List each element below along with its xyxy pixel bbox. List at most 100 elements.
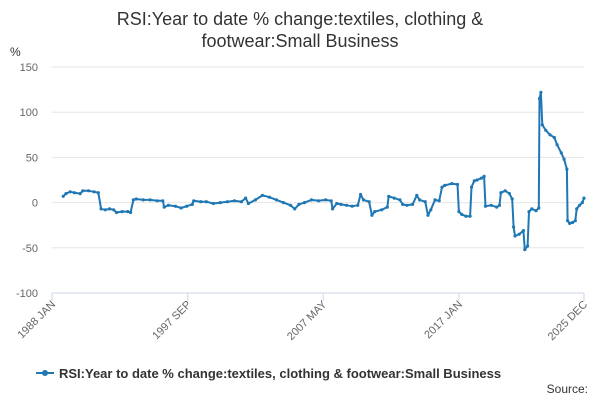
legend-label: RSI:Year to date % change:textiles, clot… xyxy=(59,366,501,381)
data-point xyxy=(331,207,335,211)
data-point xyxy=(244,196,248,200)
data-point xyxy=(192,199,196,203)
data-point xyxy=(141,198,145,202)
data-point xyxy=(443,183,447,187)
data-point xyxy=(114,210,119,215)
data-point xyxy=(469,185,474,189)
y-tick-label: 0 xyxy=(32,198,38,210)
data-point xyxy=(103,208,107,212)
legend[interactable]: RSI:Year to date % change:textiles, clot… xyxy=(36,366,501,381)
data-point xyxy=(544,128,548,132)
data-point xyxy=(570,220,575,225)
data-point xyxy=(537,206,541,210)
data-point xyxy=(507,192,511,196)
data-point xyxy=(511,225,516,229)
data-point xyxy=(552,135,556,140)
y-tick-label: 100 xyxy=(20,107,38,119)
y-tick-label: 50 xyxy=(26,152,38,164)
data-point xyxy=(387,194,391,198)
data-point xyxy=(161,199,165,203)
data-point xyxy=(370,213,374,217)
data-point xyxy=(99,207,103,211)
data-point xyxy=(472,179,476,183)
data-point xyxy=(162,205,166,209)
data-point xyxy=(356,203,360,207)
data-point xyxy=(361,198,366,202)
data-point xyxy=(457,210,461,214)
data-point xyxy=(566,219,570,223)
data-point xyxy=(267,195,272,199)
data-point xyxy=(218,201,222,205)
x-tick-label: 2017 JAN xyxy=(422,299,465,342)
data-point xyxy=(455,182,460,187)
chart-title-line-1: RSI:Year to date % change:textiles, clot… xyxy=(116,9,484,29)
data-point xyxy=(302,201,307,205)
legend-marker-swatch xyxy=(42,370,48,376)
data-point xyxy=(526,244,530,248)
data-point xyxy=(112,208,116,212)
data-point xyxy=(398,198,402,202)
data-point xyxy=(274,198,279,202)
data-point xyxy=(483,204,488,208)
data-point xyxy=(297,202,301,206)
data-point xyxy=(367,200,371,204)
data-point xyxy=(482,174,486,178)
data-point xyxy=(246,201,250,206)
data-point xyxy=(81,189,85,193)
data-point xyxy=(489,203,493,207)
data-point xyxy=(232,199,236,203)
data-point xyxy=(468,214,472,218)
data-point xyxy=(345,203,349,207)
data-point xyxy=(339,202,343,206)
data-point xyxy=(392,196,396,200)
data-point xyxy=(559,151,563,155)
data-point xyxy=(437,199,441,203)
data-point xyxy=(107,207,112,211)
data-point xyxy=(562,157,566,161)
data-point xyxy=(530,207,534,211)
data-point xyxy=(568,221,572,225)
data-point xyxy=(129,210,133,215)
data-point xyxy=(324,198,328,202)
data-point xyxy=(573,219,577,223)
data-point xyxy=(199,200,203,204)
data-point xyxy=(61,194,65,198)
data-point xyxy=(499,191,503,195)
data-point xyxy=(415,193,419,197)
data-point xyxy=(548,133,552,137)
data-point xyxy=(288,203,293,207)
data-point xyxy=(317,199,321,203)
data-point xyxy=(86,189,91,193)
x-tick-label: 1997 SEP xyxy=(150,299,194,343)
data-point xyxy=(148,198,152,202)
data-point xyxy=(131,198,135,202)
x-tick-label: 2025 DEC xyxy=(546,299,590,343)
data-point xyxy=(523,248,527,252)
data-point xyxy=(309,198,314,202)
data-point xyxy=(460,212,464,216)
data-point xyxy=(120,210,124,214)
data-point xyxy=(464,214,468,218)
data-point xyxy=(92,190,96,194)
data-point xyxy=(350,204,354,208)
data-point xyxy=(173,204,178,208)
data-point xyxy=(260,193,264,197)
data-point xyxy=(385,205,389,209)
series-line xyxy=(62,91,585,251)
data-point xyxy=(510,197,514,201)
data-point xyxy=(527,210,531,214)
data-point xyxy=(426,213,430,217)
data-point xyxy=(96,191,100,195)
data-point xyxy=(204,200,208,204)
data-point xyxy=(225,200,229,204)
data-point xyxy=(72,191,76,195)
data-point xyxy=(555,143,559,147)
data-point xyxy=(582,196,586,200)
data-point xyxy=(534,209,538,213)
data-point xyxy=(405,203,409,207)
data-point xyxy=(335,201,339,206)
data-point xyxy=(401,202,405,206)
data-point xyxy=(521,229,526,233)
